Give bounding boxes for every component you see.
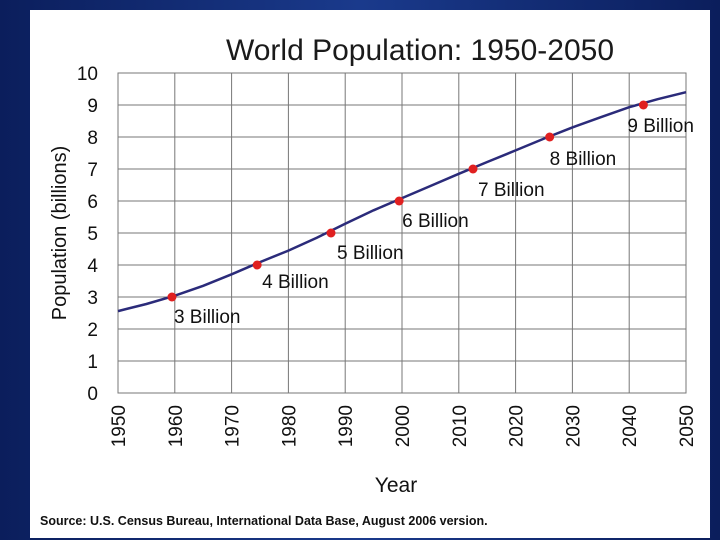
milestone-label: 7 Billion [478,180,545,201]
milestone-label: 5 Billion [337,243,404,264]
plot-frame [117,72,687,394]
milestone-marker [468,164,478,174]
x-tick-label: 2020 [507,405,528,447]
x-tick-label: 2010 [450,405,471,447]
x-tick-label: 2000 [393,405,414,447]
milestone-markers [167,100,648,302]
milestone-marker [638,100,648,110]
milestone-marker [545,132,555,142]
y-tick-label: 7 [87,160,98,181]
milestone-label: 4 Billion [262,272,329,293]
x-tick-label: 1990 [336,405,357,447]
milestone-labels: 3 Billion 4 Billion 5 Billion 6 Billion 7 Bi… [174,116,694,328]
chart-title: World Population: 1950-2050 [226,34,614,67]
x-tick-label: 2050 [677,405,698,447]
milestone-marker [167,292,177,302]
y-tick-label: 3 [87,288,98,309]
milestone-marker [326,228,336,238]
y-tick-label: 1 [87,352,98,373]
y-axis-label: Population (billions) [49,146,71,321]
milestone-label: 9 Billion [627,116,694,137]
x-tick-label: 1950 [109,405,130,447]
y-tick-label: 9 [87,96,98,117]
y-tick-labels: 0 1 2 3 4 5 6 7 8 9 10 [77,64,99,405]
population-chart: World Population: 1950-2050 0 1 2 3 4 5 6 7 8 9 10… [49,34,698,497]
x-tick-label: 2030 [563,405,584,447]
x-tick-labels: 1950 1960 1970 1980 1990 2000 2010 2020 2030 2040… [109,405,698,447]
y-tick-label: 0 [87,384,98,405]
source-note: Source: U.S. Census Bureau, Internationa… [40,514,488,528]
x-tick-label: 2040 [620,405,641,447]
slide: World Population: 1950-2050 0 1 2 3 4 5 6 7 8 9 10… [30,10,710,538]
y-tick-label: 4 [87,256,98,277]
milestone-label: 8 Billion [550,149,617,170]
gridlines [117,72,687,394]
x-tick-label: 1970 [223,405,244,447]
x-tick-label: 1980 [279,405,300,447]
y-tick-label: 5 [87,224,98,245]
x-axis-label: Year [375,474,417,497]
y-tick-label: 8 [87,128,98,149]
x-tick-label: 1960 [166,405,187,447]
y-tick-label: 6 [87,192,98,213]
milestone-label: 3 Billion [174,307,241,328]
y-tick-label: 10 [77,64,98,85]
milestone-marker [394,196,404,206]
milestone-label: 6 Billion [402,211,469,232]
y-tick-label: 2 [87,320,98,341]
milestone-marker [252,260,262,270]
